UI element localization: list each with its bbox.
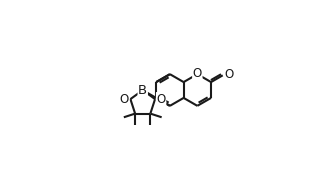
Text: O: O bbox=[156, 93, 166, 106]
Text: B: B bbox=[138, 84, 147, 97]
Text: O: O bbox=[120, 93, 129, 106]
Text: O: O bbox=[193, 67, 202, 80]
Text: O: O bbox=[225, 68, 234, 81]
